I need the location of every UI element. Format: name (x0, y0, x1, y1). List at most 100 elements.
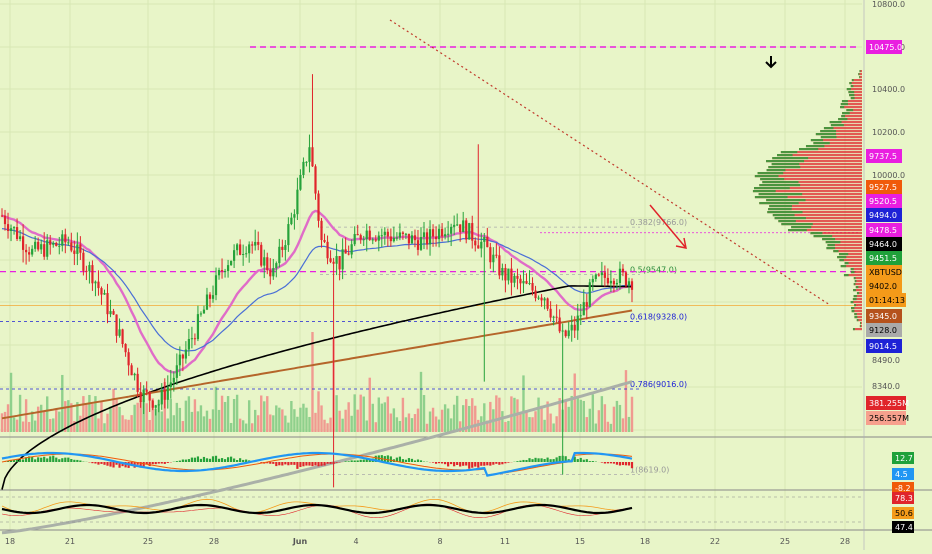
candle-body (492, 255, 494, 263)
macd-histogram-bar (194, 458, 196, 462)
candle-body (444, 234, 446, 236)
volume-bar (393, 408, 395, 432)
volume-bar (242, 420, 244, 432)
macd-histogram-bar (492, 462, 494, 465)
volume-bar (115, 398, 117, 432)
macd-histogram-bar (323, 462, 325, 465)
candle-body (531, 283, 533, 291)
profile-bar-buy (849, 82, 851, 84)
candle-body (170, 382, 172, 387)
candle-body (571, 325, 573, 331)
candle-body (182, 355, 184, 359)
candle-body (194, 338, 196, 339)
volume-bar (456, 396, 458, 432)
macd-histogram-bar (354, 460, 356, 462)
candle-body (272, 268, 274, 276)
macd-histogram-bar (287, 462, 289, 465)
macd-histogram-bar (311, 462, 313, 466)
volume-bar (43, 411, 45, 432)
volume-bar (88, 395, 90, 432)
price-tick-label: 10400.0 (872, 85, 905, 94)
candle-body (164, 390, 166, 400)
macd-histogram-bar (616, 462, 618, 465)
volume-bar (194, 399, 196, 432)
macd-histogram-bar (537, 458, 539, 462)
macd-histogram-bar (239, 458, 241, 462)
macd-pane (2, 453, 633, 476)
macd-histogram-bar (390, 456, 392, 462)
candle-body (610, 281, 612, 284)
macd-histogram-bar (308, 462, 310, 466)
macd-histogram-bar (109, 462, 111, 467)
profile-bar-buy (768, 208, 792, 210)
volume-bar (438, 420, 440, 432)
candle-body (462, 220, 464, 232)
candle-body (91, 265, 93, 283)
volume-bar (580, 400, 582, 432)
macd-histogram-bar (351, 460, 353, 462)
volume-bar (489, 402, 491, 432)
price-tag: 9402.0 (869, 282, 897, 291)
candle-body (513, 276, 515, 283)
rsi-tag: 78.3 (895, 494, 913, 503)
volume-bar (215, 387, 217, 432)
candle-body (399, 232, 401, 237)
macd-histogram-bar (489, 462, 491, 466)
candle-body (402, 232, 404, 233)
volume-bar (353, 394, 355, 432)
time-tick-label: 22 (710, 537, 720, 546)
profile-bar-buy (769, 205, 792, 207)
macd-histogram-bar (438, 462, 440, 463)
volume-bar (483, 403, 485, 432)
profile-bar-buy (853, 328, 855, 330)
profile-bar-buy (772, 163, 800, 165)
profile-bar-buy (759, 184, 800, 186)
candle-body (423, 232, 425, 237)
macd-histogram-bar (206, 458, 208, 462)
candle-body (13, 227, 15, 228)
volume-bar (387, 397, 389, 432)
macd-histogram-bar (326, 462, 328, 464)
macd-histogram-bar (408, 458, 410, 462)
candle-body (525, 281, 527, 284)
candle-body (363, 239, 365, 240)
candle-body (396, 238, 398, 239)
candle-body (137, 374, 139, 392)
candle-body (459, 224, 461, 232)
macd-histogram-bar (357, 460, 359, 462)
macd-histogram-bar (348, 461, 350, 462)
candle-body (565, 331, 567, 337)
candle-body (332, 262, 334, 264)
profile-bar-buy (839, 253, 848, 255)
candle-body (622, 269, 624, 273)
volume-bar (25, 399, 27, 432)
macd-histogram-bar (601, 462, 603, 463)
profile-bar-buy (851, 97, 855, 99)
volume-bar (218, 410, 220, 432)
candle-body (390, 236, 392, 241)
price-tag: 9737.5 (869, 152, 897, 161)
macd-histogram-bar (531, 459, 533, 462)
candle-body (598, 275, 600, 276)
macd-histogram-bar (191, 458, 193, 462)
profile-bar-buy (767, 211, 802, 213)
macd-histogram-bar (317, 462, 319, 466)
price-tick-label: 10000.0 (872, 171, 905, 180)
macd-histogram-bar (293, 462, 295, 465)
macd-histogram-bar (275, 462, 277, 466)
macd-histogram-bar (556, 457, 558, 462)
volume-bar (360, 395, 362, 432)
volume-bar (266, 396, 268, 432)
macd-histogram-bar (230, 457, 232, 462)
macd-histogram-bar (55, 458, 57, 462)
time-tick-label: 11 (500, 537, 510, 546)
macd-histogram-bar (218, 459, 220, 462)
grid-lines (0, 0, 862, 530)
volume-bar (344, 410, 346, 432)
candle-body (64, 234, 66, 242)
candle-body (230, 261, 232, 265)
volume-bar (209, 419, 211, 432)
macd-histogram-bar (604, 462, 606, 463)
profile-bar-buy (841, 103, 848, 105)
